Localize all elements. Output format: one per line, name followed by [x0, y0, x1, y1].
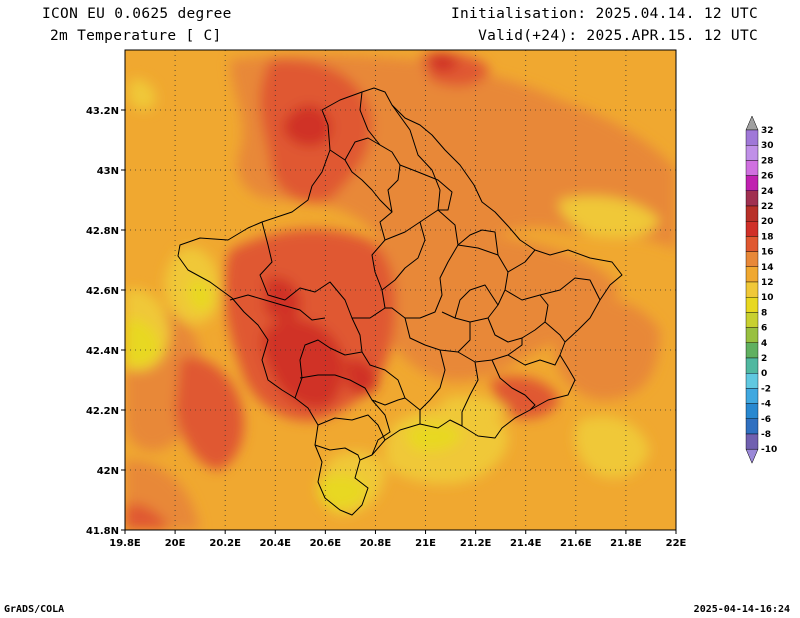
colorbar-label: 20 [761, 217, 774, 227]
lat-tick-label: 42N [97, 466, 119, 477]
lat-tick-label: 41.8N [86, 526, 119, 537]
latitude-labels: 41.8N 42N 42.2N 42.4N 42.6N 42.8N 43N 43.2N [86, 106, 125, 537]
colorbar-label: 30 [761, 141, 774, 151]
colorbar-label: -8 [761, 430, 771, 440]
lon-tick-label: 21.2E [460, 538, 492, 549]
footer-grads: GrADS/COLA [4, 604, 65, 615]
valid-time: Valid(+24): 2025.APR.15. 12 UTC [478, 28, 758, 44]
colorbar-bottom-arrow [745, 448, 759, 464]
colorbar-label: 4 [761, 339, 767, 349]
colorbar-swatch [745, 236, 759, 252]
colorbar-swatch [745, 327, 759, 344]
colorbar-label: 14 [761, 263, 774, 273]
colorbar-top-arrow [745, 115, 759, 131]
colorbar-label: 18 [761, 232, 774, 242]
lat-tick-label: 42.8N [86, 226, 119, 237]
lat-tick-label: 42.2N [86, 406, 119, 417]
footer-timestamp: 2025-04-14-16:24 [693, 604, 790, 615]
lat-tick-label: 43.2N [86, 106, 119, 117]
lat-tick-label: 43N [97, 166, 119, 177]
colorbar-swatch [745, 205, 759, 222]
colorbar-swatch [745, 144, 759, 161]
lon-tick-label: 20E [165, 538, 186, 549]
colorbar-label: 28 [761, 156, 774, 166]
colorbar-swatch [745, 190, 759, 207]
init-time: Initialisation: 2025.04.14. 12 UTC [450, 6, 758, 22]
colorbar-swatch [745, 403, 759, 420]
colorbar-label: 0 [761, 369, 767, 379]
longitude-labels: 19.8E 20E 20.2E 20.4E 20.6E 20.8E 21E 21.2E 21.4… [109, 530, 687, 549]
colorbar-swatch [745, 388, 759, 404]
lat-tick-label: 42.4N [86, 346, 119, 357]
colorbar-swatch [745, 175, 759, 192]
colorbar-label: 6 [761, 324, 767, 334]
model-title: ICON EU 0.0625 degree [42, 6, 232, 22]
graticule [125, 50, 676, 530]
colorbar-label: 24 [761, 187, 774, 197]
lon-tick-label: 22E [666, 538, 687, 549]
colorbar-label: 22 [761, 202, 774, 212]
lon-tick-label: 21.4E [510, 538, 542, 549]
lon-tick-label: 21E [415, 538, 436, 549]
colorbar-swatch [745, 281, 759, 298]
colorbar-swatch [745, 373, 759, 389]
lon-tick-label: 19.8E [109, 538, 141, 549]
colorbar-swatch [745, 342, 759, 359]
colorbar-label: -6 [761, 415, 771, 425]
colorbar-label: 2 [761, 354, 767, 364]
lon-tick-label: 21.6E [560, 538, 592, 549]
colorbar-swatch [745, 266, 759, 283]
colorbar-swatch [745, 418, 759, 435]
lon-tick-label: 20.4E [260, 538, 292, 549]
colorbar-swatch [745, 160, 759, 176]
colorbar-swatch [745, 297, 759, 313]
colorbar-label: 12 [761, 278, 774, 288]
lon-tick-label: 20.2E [209, 538, 241, 549]
colorbar-label: -2 [761, 384, 771, 394]
colorbar-label: -10 [761, 445, 777, 455]
colorbar-swatch [745, 312, 759, 328]
colorbar-label: 16 [761, 248, 774, 258]
lon-tick-label: 20.8E [360, 538, 392, 549]
municipal-boundaries [177, 87, 623, 516]
colorbar-label: -4 [761, 400, 771, 410]
colorbar-label: 10 [761, 293, 774, 303]
colorbar-swatch [745, 433, 759, 450]
lon-tick-label: 21.8E [610, 538, 642, 549]
temperature-field [125, 50, 676, 530]
colorbar-swatch [745, 220, 759, 237]
colorbar-swatch [745, 357, 759, 374]
colorbar-label: 32 [761, 126, 774, 136]
colorbar-swatch [745, 129, 759, 146]
variable-title: 2m Temperature [ C] [50, 28, 222, 44]
colorbar-label: 26 [761, 172, 774, 182]
colorbar-label: 8 [761, 308, 767, 318]
lon-tick-label: 20.6E [310, 538, 342, 549]
lat-tick-label: 42.6N [86, 286, 119, 297]
colorbar-swatch [745, 251, 759, 268]
